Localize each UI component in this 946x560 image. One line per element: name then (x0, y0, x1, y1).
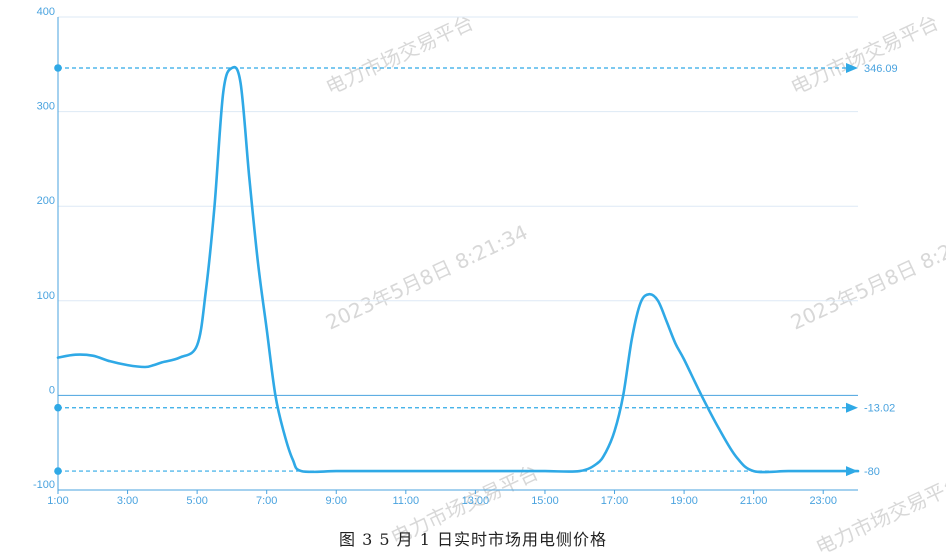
y-tick-label: 0 (49, 384, 55, 396)
mark-line-start-dot (54, 467, 62, 475)
x-tick-label: 17:00 (601, 495, 629, 507)
y-tick-label: 400 (37, 6, 55, 18)
series-line (56, 65, 860, 474)
mark-line-arrow (846, 402, 858, 413)
x-tick-label: 1:00 (47, 495, 68, 507)
y-tick-label: 200 (37, 195, 55, 207)
series-layer (56, 65, 860, 474)
x-tick-label: 9:00 (326, 495, 347, 507)
x-tick-label: 15:00 (531, 495, 559, 507)
y-tick-label: 100 (37, 290, 55, 302)
x-tick-label: 23:00 (809, 495, 837, 507)
mark-line-arrow (846, 62, 858, 73)
watermark-text: 2023年5月8日 8:21:34 (322, 220, 531, 335)
watermark-text: 2023年5月8日 8:21:34 (787, 220, 946, 335)
x-tick-label: 3:00 (117, 495, 138, 507)
mark-line-start-dot (54, 403, 62, 412)
watermark-layer: 电力市场交易平台 电力市场交易平台 2023年5月8日 8:21:34 2023年5月… (322, 10, 946, 559)
mark-line-start-dot (54, 64, 62, 72)
x-tick-label: 19:00 (670, 495, 698, 507)
watermark-text: 电力市场交易平台 (322, 10, 477, 99)
y-tick-label: 300 (37, 101, 55, 113)
figure-caption: 图 3 5 月 1 日实时市场用电侧价格 (339, 530, 607, 549)
axes: 400 300 200 100 0 -100 1:00 3:00 5:00 7:00 9:00 11:… (33, 6, 858, 507)
mark-lines: 346.09 -13.02 -80 (54, 62, 898, 478)
x-tick-label: 21:00 (740, 495, 768, 507)
x-tick-label: 13:00 (462, 495, 490, 507)
x-tick-label: 7:00 (256, 495, 277, 507)
y-tick-label: -100 (33, 479, 55, 491)
x-tick-label: 5:00 (186, 495, 207, 507)
mark-line-label: -13.02 (864, 403, 895, 415)
x-tick-label: 11:00 (392, 495, 419, 507)
mark-line-label: -80 (864, 466, 880, 478)
watermark-text: 电力市场交易平台 (787, 10, 942, 99)
mark-line-label: 346.09 (864, 63, 898, 75)
